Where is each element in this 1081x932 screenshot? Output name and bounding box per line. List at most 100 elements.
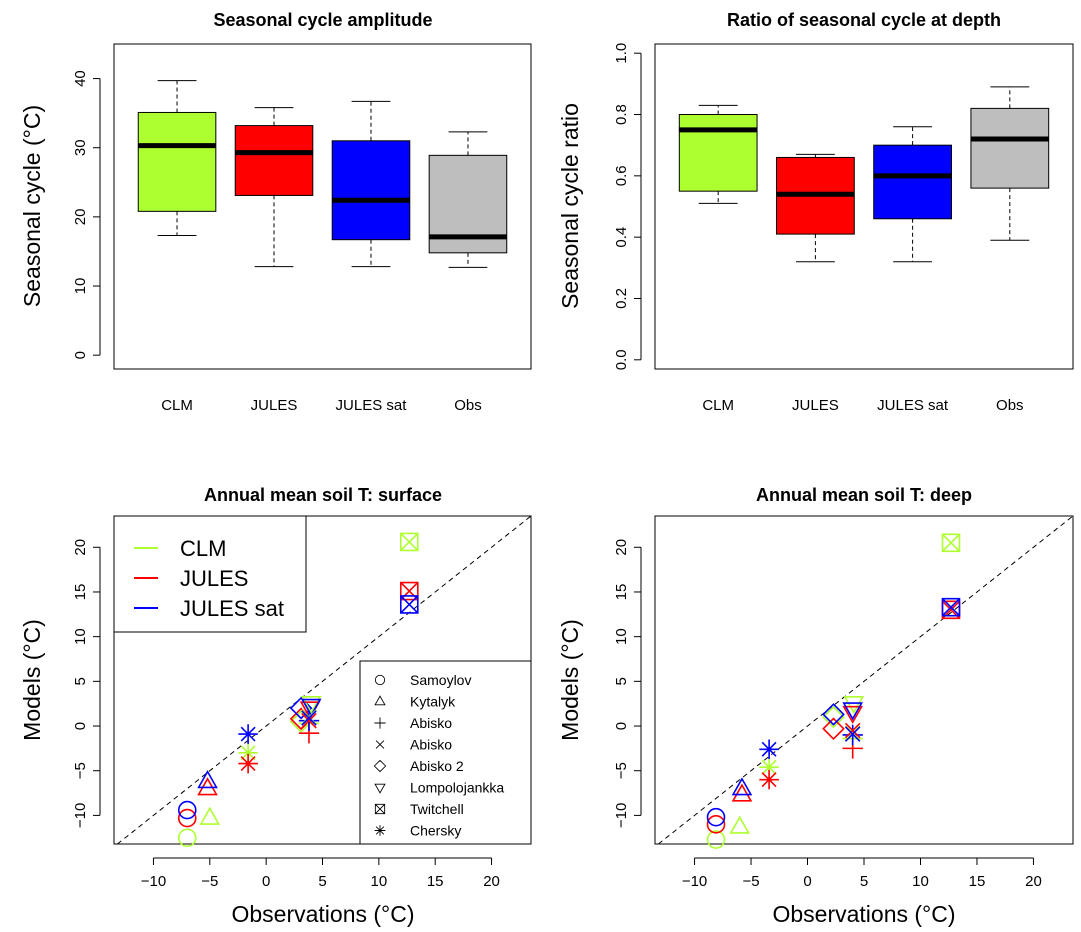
x-category-label: JULES xyxy=(251,397,298,414)
box-jules xyxy=(234,125,314,196)
point-circle xyxy=(177,828,197,848)
point-boxcross xyxy=(399,532,419,552)
point-circle xyxy=(177,808,197,828)
panel4-marks: −10 −5 0 5 10 15 20 −10 −5 0 5 10 15 20 xyxy=(613,515,1074,890)
point-boxcross xyxy=(374,803,386,815)
y-tick-label: 20 xyxy=(72,209,89,226)
x-tick-label: 5 xyxy=(318,873,326,890)
site-legend-box xyxy=(359,660,532,845)
panel4-y-axis-label: Models (°C) xyxy=(557,619,583,741)
point-asterisk xyxy=(238,753,258,774)
y-tick-label: 0.0 xyxy=(613,349,630,370)
point-circle xyxy=(706,830,726,849)
x-tick-label: 20 xyxy=(483,873,500,890)
y-tick-label: 20 xyxy=(613,539,630,556)
legend-site-symbol xyxy=(375,740,385,749)
y-tick-label: 0.6 xyxy=(613,165,630,186)
legend-site-label: Chersky xyxy=(410,823,461,839)
x-tick-label: 20 xyxy=(1025,873,1042,890)
y-tick-label: 10 xyxy=(613,628,630,645)
panel1-marks: 0 10 20 30 40 CLM JULES JULES sat Obs xyxy=(72,70,508,414)
point-cross xyxy=(301,710,317,726)
panel4-x-axis-label: Observations (°C) xyxy=(772,901,955,927)
point-triangle xyxy=(199,806,221,825)
point-asterisk xyxy=(238,724,258,744)
point-boxcross xyxy=(399,581,419,601)
point-asterisk xyxy=(759,739,779,760)
y-tick-label: 10 xyxy=(72,278,89,295)
y-tick-label: 1.0 xyxy=(613,43,630,64)
y-tick-label: 0.4 xyxy=(613,227,630,248)
legend-site-symbol xyxy=(374,695,386,706)
y-tick-label: 15 xyxy=(613,584,630,601)
point-cross xyxy=(844,722,861,739)
panel3-title: Annual mean soil T: surface xyxy=(204,485,442,505)
legend-site-symbol xyxy=(374,717,386,729)
y-tick-label: 40 xyxy=(72,70,89,87)
legend-site-label: Abisko xyxy=(410,715,452,731)
one-to-one-line xyxy=(658,515,1074,845)
x-tick-label: 0 xyxy=(262,873,270,890)
point-triangle xyxy=(731,783,753,802)
point-diamond xyxy=(373,759,387,773)
y-tick-label: 5 xyxy=(613,677,630,685)
panel1-plot-frame xyxy=(113,43,532,370)
point-triangle xyxy=(374,695,386,706)
box-jules-sat xyxy=(331,140,411,241)
y-tick-label: 0 xyxy=(72,351,89,359)
point-circle xyxy=(706,815,726,834)
panel-soil-deep: Annual mean soil T: deep Models (°C) Obs… xyxy=(557,485,1074,927)
box-clm xyxy=(678,114,758,192)
y-tick-label: 5 xyxy=(72,677,89,685)
y-tick-label: 10 xyxy=(72,628,89,645)
x-category-label: Obs xyxy=(454,397,482,414)
x-category-label: JULES sat xyxy=(877,397,949,414)
point-triangle xyxy=(731,777,753,796)
panel4-plot-frame xyxy=(654,515,1074,845)
point-triangle-down xyxy=(374,783,386,794)
point-boxcross xyxy=(941,597,961,617)
panel2-title: Ratio of seasonal cycle at depth xyxy=(727,10,1001,30)
panel3-y-axis-label: Models (°C) xyxy=(19,619,45,741)
x-tick-label: −10 xyxy=(682,873,707,890)
y-tick-label: −10 xyxy=(613,803,630,828)
model-legend: CLM JULES JULES sat xyxy=(113,515,307,633)
model-legend-box xyxy=(113,515,307,633)
point-asterisk xyxy=(759,769,779,790)
x-tick-label: −5 xyxy=(201,873,218,890)
x-category-label: CLM xyxy=(702,397,734,414)
point-diamond xyxy=(822,703,845,726)
legend-site-symbol xyxy=(373,759,387,773)
x-category-label: CLM xyxy=(161,397,193,414)
legend-site-symbol xyxy=(374,803,386,815)
legend-model-label: JULES xyxy=(180,566,248,591)
legend-site-label: Lompolojankka xyxy=(410,780,504,796)
y-tick-label: 15 xyxy=(72,584,89,601)
point-triangle-down xyxy=(300,696,322,715)
box-jules-sat xyxy=(873,144,952,220)
x-category-label: Obs xyxy=(996,397,1024,414)
legend-site-label: Abisko xyxy=(410,737,452,753)
panel2-plot-frame xyxy=(654,43,1074,370)
y-tick-label: 0.8 xyxy=(613,104,630,125)
point-circle xyxy=(177,800,197,820)
panel2-y-axis-label: Seasonal cycle ratio xyxy=(557,103,583,309)
point-plus xyxy=(374,717,386,729)
point-triangle-down xyxy=(300,698,322,717)
legend-site-symbol xyxy=(374,825,386,836)
legend-model-label: JULES sat xyxy=(180,596,284,621)
point-triangle-down xyxy=(842,702,864,721)
x-tick-label: −5 xyxy=(742,873,759,890)
point-cross xyxy=(301,712,317,729)
x-tick-label: 0 xyxy=(803,873,811,890)
point-triangle-down xyxy=(843,696,865,715)
box-obs xyxy=(970,107,1050,189)
y-tick-label: 0.2 xyxy=(613,288,630,309)
point-triangle-down xyxy=(842,705,864,725)
legend-site-symbol xyxy=(374,783,386,794)
one-to-one-line xyxy=(117,515,532,845)
panel-seasonal-ratio: Ratio of seasonal cycle at depth Seasona… xyxy=(557,10,1074,414)
point-diamond xyxy=(289,696,313,720)
y-tick-label: −5 xyxy=(72,762,89,779)
